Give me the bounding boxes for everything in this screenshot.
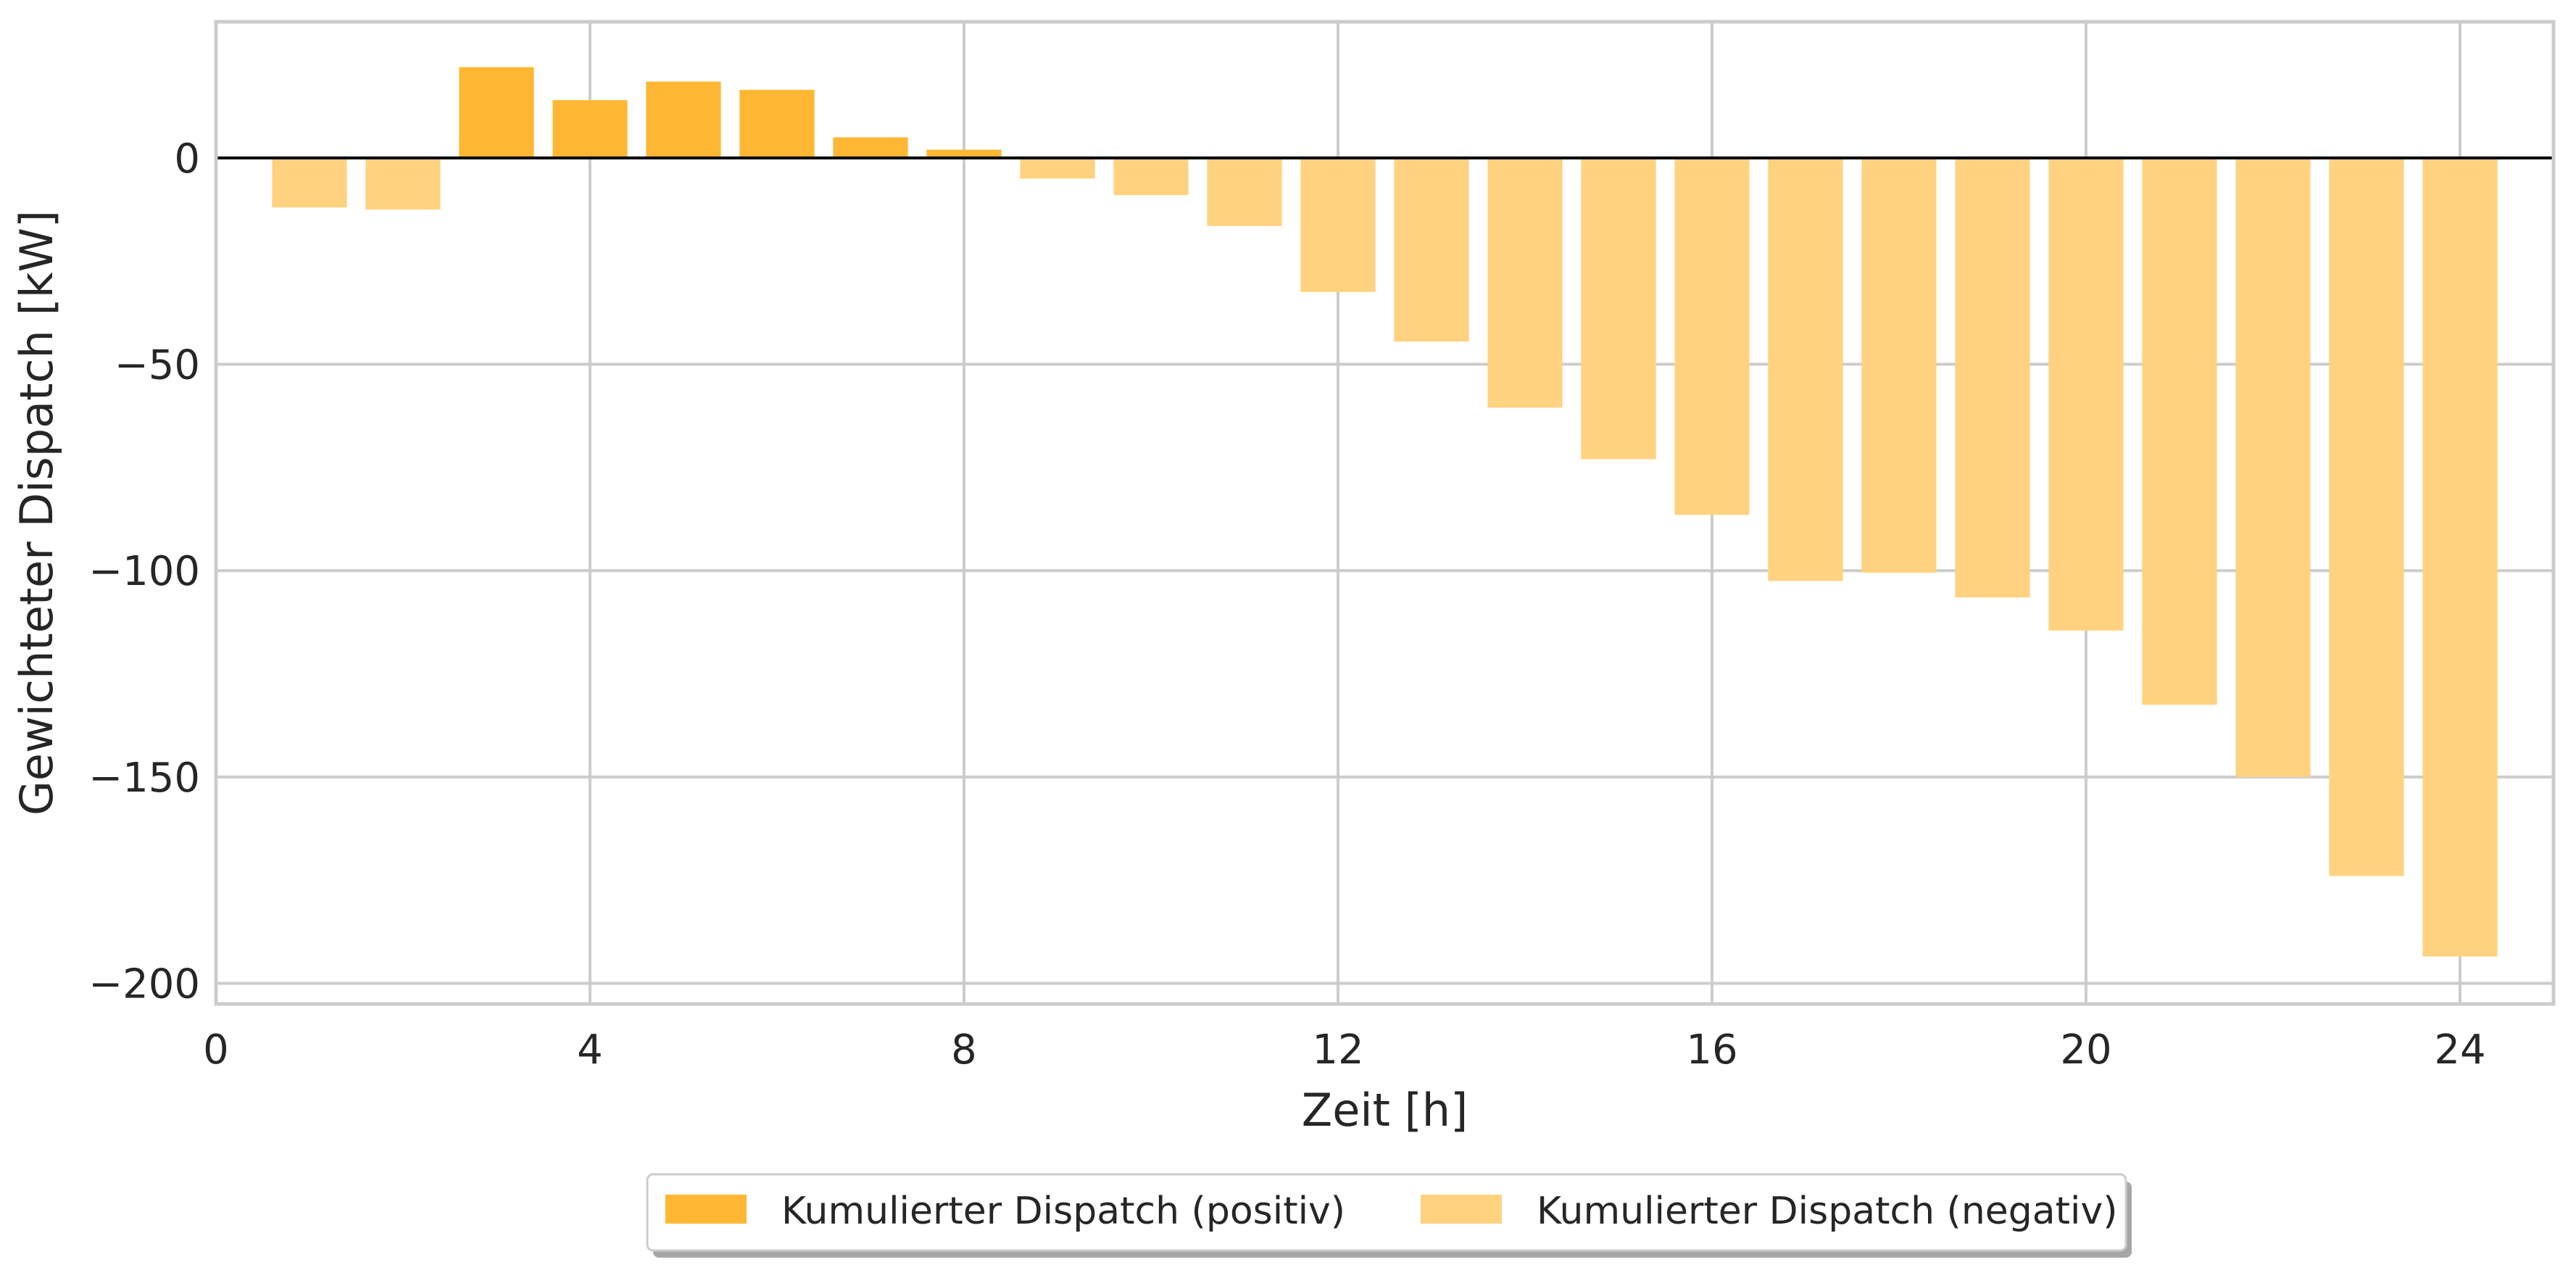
y-tick-label: −50 bbox=[115, 342, 200, 389]
x-tick-label: 0 bbox=[203, 1026, 229, 1074]
bar-negative-1 bbox=[272, 157, 347, 208]
bar-negative-23 bbox=[2329, 157, 2404, 876]
bar-negative-17 bbox=[1768, 157, 1843, 581]
bar-positive-7 bbox=[833, 137, 908, 158]
legend-swatch-positive bbox=[665, 1195, 747, 1224]
bar-negative-16 bbox=[1674, 157, 1750, 515]
bar-negative-9 bbox=[1020, 157, 1095, 179]
bar-negative-24 bbox=[2422, 157, 2498, 957]
legend-swatch-negative bbox=[1421, 1195, 1502, 1224]
bar-positive-4 bbox=[552, 100, 628, 158]
x-tick-label: 20 bbox=[2060, 1026, 2111, 1074]
legend-label-negative: Kumulierter Dispatch (negativ) bbox=[1537, 1190, 2118, 1233]
legend: Kumulierter Dispatch (positiv) Kumulierte… bbox=[646, 1173, 2132, 1258]
bar-negative-12 bbox=[1300, 157, 1376, 292]
x-tick-label: 24 bbox=[2434, 1026, 2485, 1074]
bar-negative-13 bbox=[1394, 157, 1469, 342]
bar-negative-19 bbox=[1955, 157, 2030, 598]
y-tick-label: −150 bbox=[88, 755, 200, 802]
bar-negative-18 bbox=[1861, 157, 1937, 573]
x-tick-label: 16 bbox=[1686, 1026, 1737, 1074]
y-tick-label: −200 bbox=[88, 961, 200, 1008]
x-tick-label: 8 bbox=[951, 1026, 977, 1074]
legend-label-positive: Kumulierter Dispatch (positiv) bbox=[781, 1190, 1345, 1233]
x-tick-label: 4 bbox=[577, 1026, 603, 1074]
y-tick-label: −100 bbox=[88, 548, 200, 595]
bar-negative-14 bbox=[1487, 157, 1563, 408]
bar-negative-2 bbox=[365, 157, 441, 210]
bar-negative-15 bbox=[1581, 157, 1656, 460]
bar-positive-5 bbox=[646, 81, 721, 158]
x-axis-label: Zeit [h] bbox=[1302, 1084, 1468, 1137]
bar-negative-20 bbox=[2048, 157, 2124, 631]
x-tick-label: 12 bbox=[1312, 1026, 1363, 1074]
bar-positive-3 bbox=[459, 67, 534, 158]
bar-positive-6 bbox=[739, 89, 815, 158]
bar-negative-22 bbox=[2235, 157, 2311, 777]
legend-box bbox=[646, 1173, 2127, 1252]
y-axis-label: Gewichteter Dispatch [kW] bbox=[10, 210, 63, 815]
bar-layer bbox=[272, 67, 2498, 957]
bar-negative-11 bbox=[1207, 157, 1282, 226]
bar-negative-10 bbox=[1113, 157, 1189, 196]
plot-frame bbox=[214, 20, 2556, 1006]
y-tick-label: 0 bbox=[174, 136, 200, 183]
bar-positive-8 bbox=[926, 149, 1002, 158]
bar-negative-21 bbox=[2142, 157, 2217, 705]
axis-layer: 0 4 8 12 16 20 24 0 −50 −100 −150 −200 bbox=[88, 20, 2556, 1074]
